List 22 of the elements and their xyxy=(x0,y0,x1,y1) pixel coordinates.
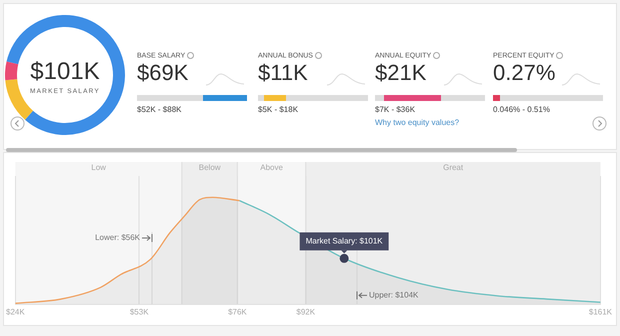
text: 0.046% - 0.51% xyxy=(493,105,551,114)
x-tick-label: $76K xyxy=(228,307,248,316)
x-tick-label: $161K xyxy=(588,307,613,316)
band-label: Below xyxy=(198,163,221,172)
text: $5K - $18K xyxy=(258,105,300,114)
annotation: Market Salary: $101K xyxy=(306,236,384,246)
band-label: Low xyxy=(91,163,106,172)
text: Why two equity values? xyxy=(375,118,460,128)
text: $21K xyxy=(375,60,428,86)
x-tick-label: $92K xyxy=(296,307,316,316)
text: $101K xyxy=(29,58,101,86)
text: $69K xyxy=(137,60,190,86)
ref-line-label: Lower: $56K xyxy=(95,233,141,242)
band-label: Great xyxy=(443,163,464,172)
ref-line-label: Upper: $104K xyxy=(369,290,420,300)
text: $7K - $36K xyxy=(375,105,416,114)
text: $52K - $88K xyxy=(137,105,182,114)
x-tick-label: $53K xyxy=(130,307,150,316)
x-tick-label: $24K xyxy=(6,307,26,316)
text: 0.27% xyxy=(493,60,556,86)
band-label: Above xyxy=(260,163,284,172)
text: $11K xyxy=(258,60,309,86)
